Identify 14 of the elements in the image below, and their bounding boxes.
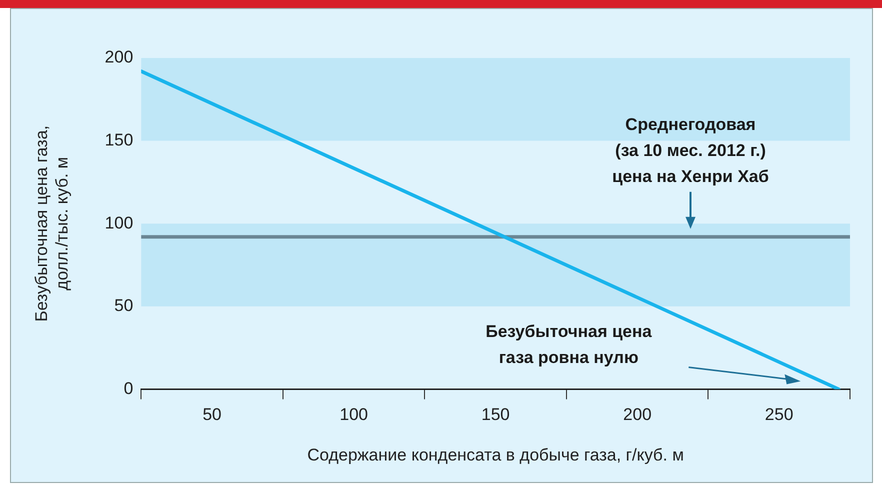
y-axis-title: Безубыточная цена газа, долл./тыс. куб. м (32, 125, 72, 322)
y-tick-label: 0 (124, 378, 134, 398)
x-tick-label: 200 (623, 405, 652, 424)
x-tick-label: 150 (481, 405, 510, 424)
y-tick-label: 100 (104, 213, 134, 232)
x-tick-label: 250 (764, 405, 794, 424)
x-tick-label: 100 (340, 405, 368, 424)
x-tick-label: 50 (202, 405, 222, 424)
x-axis-title: Содержание конденсата в добыче газа, г/куб. м (307, 445, 684, 464)
y-tick-label: 50 (114, 296, 134, 316)
ref-line-label: Среднегодовая (за 10 мес. 2012 г.) цена на Хенри Хаб (612, 114, 769, 186)
y-tick-label: 150 (104, 130, 134, 150)
y-tick-label: 200 (104, 48, 134, 67)
annotation: Безубыточная цена газа ровна нулю (486, 322, 652, 368)
